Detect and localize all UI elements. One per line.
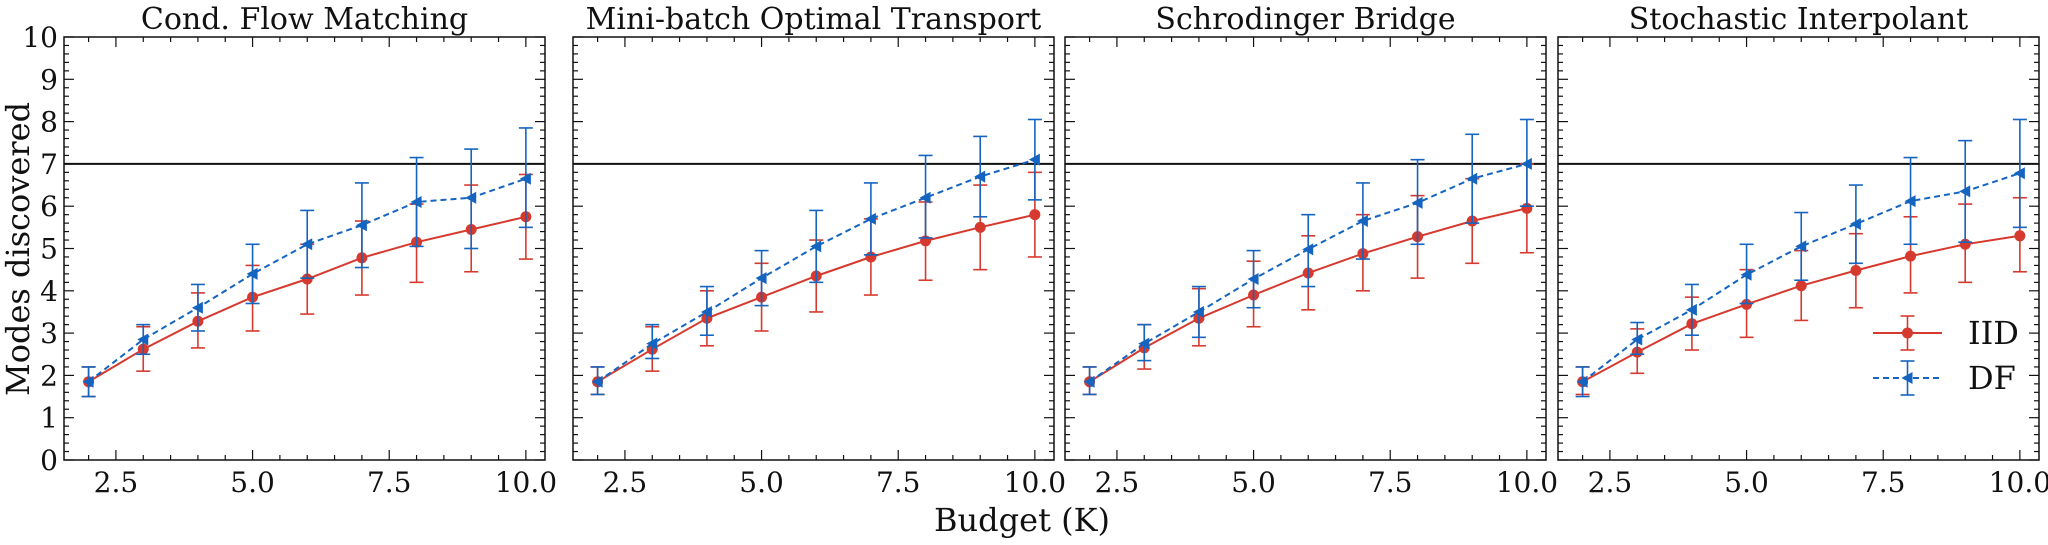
x-tick-label: 7.5 [1861,466,1906,499]
x-tick-label: 5.0 [230,466,275,499]
data-point [1466,172,1478,185]
data-point [1247,272,1259,285]
panel-title: Cond. Flow Matching [141,2,468,37]
panel-title: Stochastic Interpolant [1629,2,1969,37]
series-df [1575,118,2027,398]
series-df [1082,118,1534,396]
data-point [1741,298,1753,310]
y-tick-label: 5 [40,233,58,266]
data-point [1028,153,1040,166]
data-point [301,273,313,285]
legend-label: DF [1968,359,2016,397]
x-tick-label: 5.0 [1231,466,1276,499]
data-point [1631,333,1643,346]
data-point [519,172,531,185]
data-point [82,375,94,388]
y-tick-label: 0 [40,444,58,477]
series-iid [81,173,533,398]
y-tick-label: 3 [40,317,58,350]
data-point [1356,215,1368,228]
data-point [1740,268,1752,281]
x-tick-label: 2.5 [94,466,139,499]
x-tick-label: 10.0 [495,466,557,499]
x-tick-label: 2.5 [1095,466,1140,499]
legend-marker [1902,327,1913,339]
data-point [1685,303,1697,316]
data-point [1138,337,1150,350]
y-tick-label: 6 [40,190,58,223]
data-point [810,240,822,253]
data-point [919,191,931,204]
data-point [974,170,986,183]
data-point [1959,185,1971,198]
x-tick-label: 2.5 [603,466,648,499]
x-tick-label: 7.5 [876,466,921,499]
data-point [1302,243,1314,256]
panel-title: Mini-batch Optimal Transport [586,2,1042,37]
data-point [301,238,313,251]
data-point [1411,196,1423,209]
x-tick-label: 10.0 [1004,466,1066,499]
panel-1: Cond. Flow Matching 0 1 2 3 4 5 6 7 8 9 10 2.5 5.0 7.5… [22,2,557,499]
data-point [246,267,258,280]
data-point [755,272,767,285]
panel-4: Stochastic Interpolant 2.5 5.0 7.5 10.0 IID DF [1557,2,2048,499]
series-line [1581,172,2021,383]
y-axis-label: Modes discovered [0,102,37,396]
data-point [1795,240,1807,253]
data-point [1904,195,1916,208]
y-tick-label: 4 [40,275,58,308]
data-point [465,191,477,204]
data-point [1849,217,1861,230]
data-point [700,305,712,318]
data-point [355,219,367,232]
legend-item-iid: IID [1873,314,2019,352]
x-axis-label: Budget (K) [934,501,1110,539]
data-point [1576,375,1588,388]
x-tick-label: 2.5 [1588,466,1633,499]
x-tick-label: 5.0 [1724,466,1769,499]
legend-item-df: DF [1873,359,2016,397]
data-point [2014,230,2026,242]
data-point [1029,209,1041,221]
panel-2: Mini-batch Optimal Transport 2.5 5.0 7.5 10.… [572,2,1066,499]
series-iid [590,171,1042,396]
y-tick-label: 7 [40,148,58,181]
x-tick-label: 5.0 [739,466,784,499]
data-point [646,337,658,350]
x-tick-label: 7.5 [1368,466,1413,499]
x-tick-label: 10.0 [1496,466,1558,499]
legend: IID DF [1873,314,2019,397]
data-point [137,333,149,346]
data-point [1083,375,1095,388]
series-df [590,118,1042,396]
x-tick-label: 10.0 [1989,466,2048,499]
series-line [87,177,527,383]
y-tick-label: 2 [40,359,58,392]
legend-marker [1901,372,1913,384]
x-tick-label: 7.5 [367,466,412,499]
data-point [2013,167,2025,180]
data-point [591,375,603,388]
data-point [191,301,203,314]
data-point [1905,250,1917,262]
legend-label: IID [1968,314,2019,352]
data-point [1192,305,1204,318]
data-point [1795,280,1807,292]
data-point [1520,157,1532,170]
panel-title: Schrodinger Bridge [1155,2,1455,37]
y-tick-label: 10 [22,21,58,54]
data-point [864,212,876,225]
y-tick-label: 1 [40,402,58,435]
y-tick-label: 8 [40,106,58,139]
y-tick-label: 9 [40,63,58,96]
panel-3: Schrodinger Bridge 2.5 5.0 7.5 10.0 [1064,2,1558,499]
data-point [410,195,422,208]
data-point [1850,264,1862,276]
data-point [974,221,986,233]
series-df [81,127,533,398]
